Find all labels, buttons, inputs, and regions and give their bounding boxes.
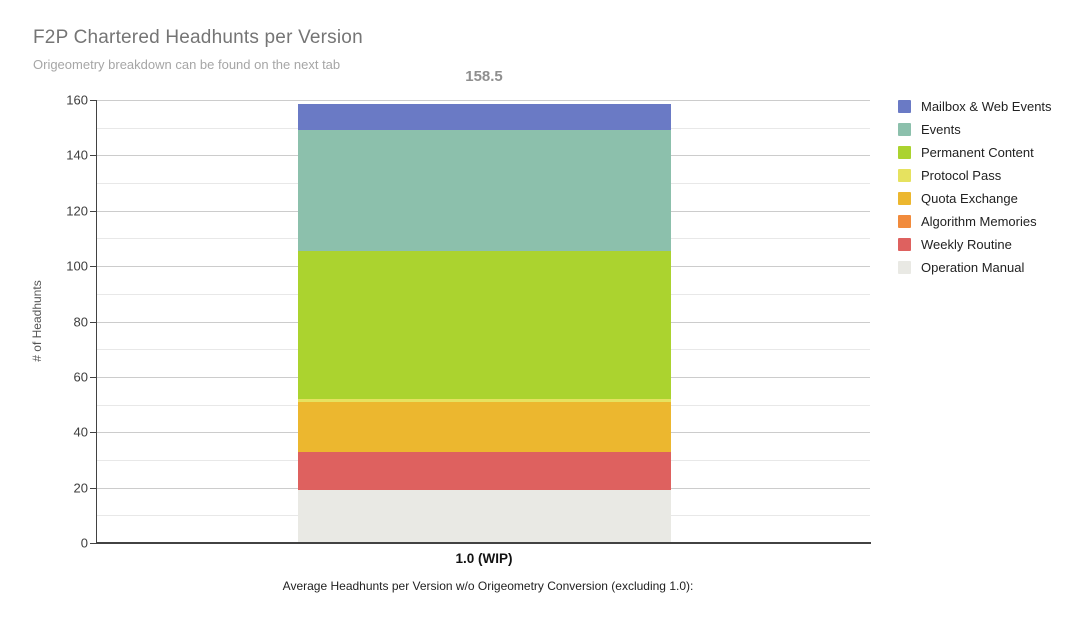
legend-label: Protocol Pass	[921, 168, 1002, 183]
legend-item-protocol-pass[interactable]: Protocol Pass	[898, 164, 1052, 187]
legend-label: Events	[921, 122, 961, 137]
legend-swatch-quota-exchange	[898, 192, 911, 205]
legend-item-permanent-content[interactable]: Permanent Content	[898, 141, 1052, 164]
legend-swatch-mailbox-web-events	[898, 100, 911, 113]
footer-note: Average Headhunts per Version w/o Origeo…	[282, 579, 694, 593]
y-tick-label-100: 100	[66, 258, 88, 274]
legend-item-weekly-routine[interactable]: Weekly Routine	[898, 233, 1052, 256]
x-axis-line	[96, 542, 871, 544]
major-gridline-160	[97, 100, 870, 101]
x-category-label: 1.0 (WIP)	[455, 551, 513, 566]
legend-item-quota-exchange[interactable]: Quota Exchange	[898, 187, 1052, 210]
legend-label: Weekly Routine	[921, 237, 1012, 252]
bar-segment-operation-manual[interactable]	[298, 490, 671, 543]
y-tick-label-80: 80	[73, 314, 88, 329]
legend-item-algorithm-memories[interactable]: Algorithm Memories	[898, 210, 1052, 233]
y-tick-mark-40	[90, 432, 97, 434]
y-axis-title: # of Headhunts	[30, 280, 44, 362]
y-tick-mark-80	[90, 321, 97, 323]
legend-label: Permanent Content	[921, 145, 1034, 160]
bar-segment-protocol-pass[interactable]	[298, 399, 671, 402]
y-tick-mark-100	[90, 266, 97, 268]
legend-label: Operation Manual	[921, 260, 1025, 275]
y-tick-label-40: 40	[73, 424, 88, 440]
y-axis-line	[96, 100, 97, 543]
legend-item-operation-manual[interactable]: Operation Manual	[898, 256, 1052, 279]
bar-segment-permanent-content[interactable]	[298, 250, 671, 400]
legend-label: Mailbox & Web Events	[921, 99, 1052, 114]
legend-item-events[interactable]: Events	[898, 118, 1052, 141]
legend-swatch-weekly-routine	[898, 238, 911, 251]
legend-swatch-algorithm-memories	[898, 215, 911, 228]
legend-swatch-events	[898, 123, 911, 136]
y-tick-label-160: 160	[66, 92, 88, 108]
bar-total-label: 158.5	[465, 68, 503, 85]
y-tick-label-140: 140	[66, 147, 88, 163]
chart-legend: Mailbox & Web Events Events Permanent Cont…	[898, 95, 1052, 279]
bar-segment-mailbox-web-events[interactable]	[298, 104, 671, 131]
legend-label: Algorithm Memories	[921, 214, 1037, 229]
bar-segment-events[interactable]	[298, 130, 671, 251]
y-tick-label-60: 60	[73, 369, 88, 385]
legend-label: Quota Exchange	[921, 191, 1018, 206]
y-tick-label-120: 120	[66, 203, 88, 219]
chart-subtitle: Origeometry breakdown can be found on th…	[33, 57, 341, 72]
bar-segment-quota-exchange[interactable]	[298, 401, 671, 452]
legend-swatch-permanent-content	[898, 146, 911, 159]
y-tick-mark-0	[90, 543, 97, 544]
y-tick-mark-20	[90, 487, 97, 489]
bar-segment-weekly-routine[interactable]	[298, 451, 671, 491]
y-tick-label-0: 0	[80, 535, 88, 551]
legend-item-mailbox-web-events[interactable]: Mailbox & Web Events	[898, 95, 1052, 118]
legend-swatch-operation-manual	[898, 261, 911, 274]
y-tick-mark-60	[90, 376, 97, 378]
y-tick-mark-140	[90, 155, 97, 157]
y-tick-label-20: 20	[73, 480, 88, 496]
chart-title: F2P Chartered Headhunts per Version	[33, 27, 363, 48]
y-tick-mark-160	[90, 100, 97, 101]
y-tick-mark-120	[90, 210, 97, 212]
legend-swatch-protocol-pass	[898, 169, 911, 182]
